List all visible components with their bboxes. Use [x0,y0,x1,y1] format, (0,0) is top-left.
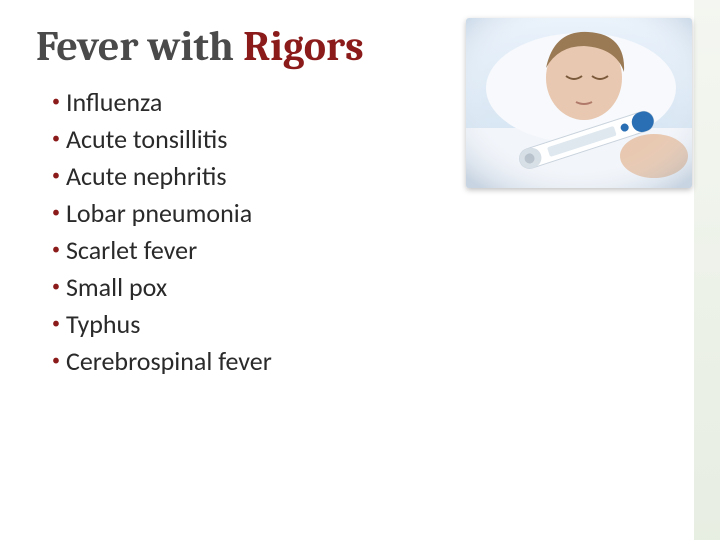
list-item-text: Scarlet fever [66,232,197,269]
list-item: • Lobar pneumonia [52,195,272,232]
bullet-icon: • [52,242,60,258]
sick-child-thermometer-icon [466,18,692,188]
list-item-text: Lobar pneumonia [66,195,252,232]
bullet-icon: • [52,205,60,221]
list-item: • Acute nephritis [52,158,272,195]
list-item-text: Acute nephritis [66,158,227,195]
bullet-icon: • [52,168,60,184]
list-item: • Influenza [52,84,272,121]
list-item: • Acute tonsillitis [52,121,272,158]
bullet-list: • Influenza • Acute tonsillitis • Acute nephr… [52,84,272,380]
illustration-image [466,18,692,188]
bullet-icon: • [52,279,60,295]
list-item-text: Cerebrospinal fever [66,343,272,380]
list-item-text: Typhus [66,306,140,343]
bullet-icon: • [52,94,60,110]
bullet-icon: • [52,316,60,332]
list-item-text: Acute tonsillitis [66,121,227,158]
bullet-icon: • [52,131,60,147]
list-item: • Small pox [52,269,272,306]
list-item: • Cerebrospinal fever [52,343,272,380]
list-item: • Typhus [52,306,272,343]
list-item: • Scarlet fever [52,232,272,269]
title-part1: Fever with [36,22,243,71]
list-item-text: Influenza [66,84,162,121]
accent-bar [694,0,720,540]
title-part2: Rigors [243,22,364,71]
list-item-text: Small pox [66,269,167,306]
bullet-icon: • [52,353,60,369]
slide-title: Fever with Rigors [36,22,364,71]
slide: Fever with Rigors • Influenza • Acute tonsi… [0,0,720,540]
